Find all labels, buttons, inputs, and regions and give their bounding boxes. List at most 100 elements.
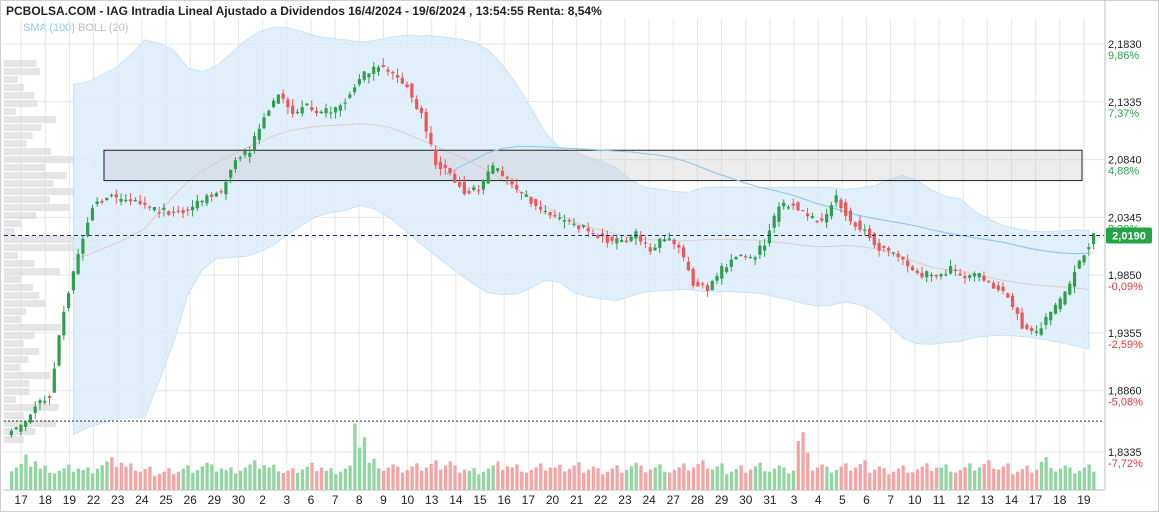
- x-tick-label: 12: [956, 493, 970, 507]
- volume-bar: [1015, 471, 1020, 490]
- profile-bar: [4, 124, 42, 131]
- candle-body: [987, 280, 991, 283]
- volume-bar: [953, 472, 958, 490]
- candle-body: [715, 276, 719, 281]
- x-tick-label: 25: [159, 493, 173, 507]
- volume-bar: [481, 471, 486, 490]
- chart-title: PCBOLSA.COM - IAG Intradia Lineal Ajusta…: [6, 4, 602, 18]
- profile-bar: [4, 228, 15, 235]
- candle-body: [982, 275, 986, 281]
- x-tick-label: 17: [1029, 493, 1043, 507]
- candle-body: [963, 276, 967, 279]
- volume-bar: [276, 471, 281, 490]
- candle-body: [190, 206, 195, 211]
- volume-bar: [782, 467, 786, 490]
- candle-body: [701, 283, 705, 285]
- volume-bar: [24, 454, 28, 490]
- x-tick-label: 3: [791, 493, 798, 507]
- volume-bar: [853, 467, 858, 490]
- volume-bar: [253, 460, 257, 490]
- candle-body: [267, 110, 271, 116]
- y-tick-price: 1,8860: [1108, 386, 1142, 398]
- volume-bar: [925, 463, 929, 490]
- candle-body: [76, 253, 80, 274]
- volume-bar: [610, 468, 614, 490]
- candle-body: [1072, 272, 1077, 287]
- x-tick-label: 31: [763, 493, 777, 507]
- volume-bar: [477, 474, 481, 490]
- candle-body: [424, 111, 428, 132]
- price-zone: [103, 149, 1083, 182]
- x-tick-label: 10: [401, 493, 415, 507]
- candle-body: [410, 83, 414, 98]
- volume-bars: [10, 423, 1096, 490]
- candle-body: [57, 335, 61, 366]
- profile-bar: [4, 132, 33, 139]
- candle-body: [24, 421, 28, 427]
- x-tick-label: 11: [933, 493, 946, 507]
- current-price-badge: 2,0190: [1106, 227, 1152, 244]
- volume-bar: [420, 470, 424, 490]
- candle-body: [152, 207, 157, 211]
- x-tick-label: 10: [908, 493, 922, 507]
- candle-body: [1082, 255, 1086, 263]
- candle-body: [543, 210, 547, 213]
- volume-bar: [1068, 467, 1072, 490]
- x-tick-label: 6: [308, 493, 315, 507]
- profile-bar: [4, 108, 16, 115]
- volume-bar: [505, 466, 510, 490]
- volume-bar: [1077, 470, 1082, 490]
- legend: SMA (100) BOLL (20): [23, 22, 128, 34]
- candle-body: [748, 256, 752, 259]
- candle-body: [343, 102, 347, 104]
- volume-bar: [577, 462, 581, 490]
- volume-bar: [891, 471, 896, 490]
- candle-body: [634, 231, 638, 239]
- candle-body: [324, 108, 328, 114]
- volume-bar: [38, 468, 42, 490]
- volume-bar: [424, 467, 429, 490]
- candle-body: [901, 256, 905, 260]
- volume-bar: [148, 466, 152, 490]
- volume-bar: [105, 461, 109, 490]
- profile-bar: [4, 324, 62, 331]
- candle-body: [558, 217, 562, 219]
- candle-body: [863, 229, 867, 231]
- candle-body: [462, 181, 466, 194]
- legend-sma: SMA (100): [23, 22, 75, 34]
- volume-bar: [658, 464, 662, 490]
- y-tick-percent: 4,88%: [1108, 166, 1139, 178]
- volume-bar: [725, 474, 729, 490]
- candle-body: [400, 77, 404, 84]
- candle-body: [791, 203, 795, 206]
- x-axis: 17 18 19 22 23 24 25 26 29 30 2 3 6 7 8 9 10 13 14 15 16 17 20…: [4, 489, 1104, 507]
- candle-body: [281, 93, 285, 99]
- candle-body: [1053, 304, 1058, 314]
- volume-bar: [415, 463, 419, 490]
- profile-bar: [4, 436, 24, 443]
- volume-bar: [338, 471, 343, 490]
- candle-body: [252, 135, 257, 150]
- candle-body: [19, 424, 23, 432]
- volume-bar: [334, 474, 338, 490]
- volume-bar: [877, 466, 881, 490]
- candle-body: [720, 265, 724, 279]
- volume-bar: [949, 471, 953, 490]
- candle-body: [362, 71, 366, 80]
- volume-bar: [439, 469, 443, 490]
- volume-bar: [1030, 472, 1034, 490]
- volume-bar: [29, 466, 33, 490]
- candle-body: [229, 169, 233, 178]
- candle-body: [38, 400, 42, 404]
- candle-body: [887, 248, 891, 251]
- volume-bar: [453, 465, 457, 490]
- volume-bar: [353, 423, 357, 490]
- volume-bar: [496, 461, 500, 490]
- candle-body: [109, 194, 114, 197]
- profile-bar: [4, 100, 38, 107]
- volume-bar: [86, 467, 90, 490]
- volume-bar: [615, 465, 619, 490]
- candle-body: [677, 244, 681, 248]
- volume-bar: [319, 467, 324, 490]
- volume-bar: [429, 463, 433, 490]
